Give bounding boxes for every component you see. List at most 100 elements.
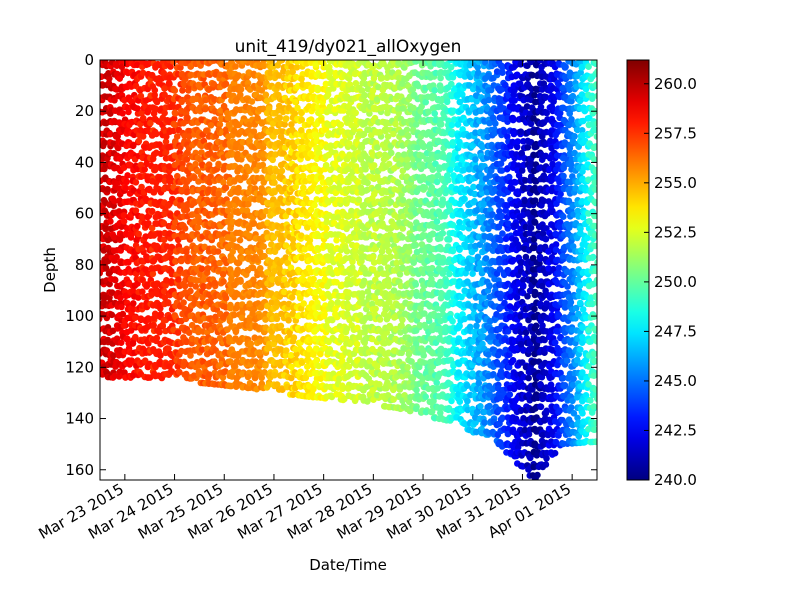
scatter-point xyxy=(352,109,360,117)
scatter-point xyxy=(130,288,137,295)
scatter-point xyxy=(105,270,113,277)
scatter-point xyxy=(411,242,419,249)
scatter-point xyxy=(125,161,133,168)
scatter-point xyxy=(222,294,230,302)
scatter-point xyxy=(183,206,191,214)
scatter-point xyxy=(110,233,118,241)
scatter-point xyxy=(180,299,187,306)
scatter-point xyxy=(369,253,377,261)
scatter-point xyxy=(405,350,413,358)
scatter-point xyxy=(248,98,256,105)
scatter-point xyxy=(317,350,324,358)
scatter-point xyxy=(102,264,110,272)
scatter-point xyxy=(107,218,114,225)
scatter-point xyxy=(187,352,194,359)
scatter-point xyxy=(110,117,118,125)
scatter-point xyxy=(175,276,182,283)
scatter-point xyxy=(246,300,253,308)
scatter-point xyxy=(277,322,285,330)
scatter-point xyxy=(181,282,189,290)
scatter-point xyxy=(413,386,420,394)
scatter-point xyxy=(130,300,137,307)
scatter-point xyxy=(395,60,402,67)
scatter-point xyxy=(282,115,290,122)
scatter-point xyxy=(271,371,278,379)
scatter-point xyxy=(385,247,393,255)
scatter-point xyxy=(386,322,394,330)
scatter-point xyxy=(249,310,256,317)
scatter-point xyxy=(241,174,248,181)
scatter-point xyxy=(383,304,391,312)
scatter-point xyxy=(271,179,278,186)
scatter-point xyxy=(116,155,124,162)
scatter-point xyxy=(132,179,140,186)
scatter-point xyxy=(101,139,108,147)
scatter-point xyxy=(237,278,244,285)
scatter-point xyxy=(166,143,173,151)
scatter-point xyxy=(282,347,290,354)
scatter-point xyxy=(420,232,428,239)
scatter-point xyxy=(323,225,330,232)
scatter-point xyxy=(221,184,229,191)
scatter-point xyxy=(285,317,292,324)
scatter-point xyxy=(276,114,284,121)
scatter-point xyxy=(300,300,308,307)
scatter-point xyxy=(165,79,173,87)
scatter-point xyxy=(153,334,161,342)
scatter-point xyxy=(106,280,113,288)
scatter-point xyxy=(399,234,406,241)
scatter-point xyxy=(372,305,379,313)
scatter-point xyxy=(118,303,125,311)
scatter-point xyxy=(111,276,118,283)
scatter-point xyxy=(412,281,420,288)
scatter-point xyxy=(370,162,378,169)
scatter-point xyxy=(215,190,222,198)
scatter-point xyxy=(157,311,165,318)
scatter-point xyxy=(358,144,366,151)
chart-title: unit_419/dy021_allOxygen xyxy=(235,37,462,57)
scatter-point xyxy=(404,364,411,371)
scatter-point xyxy=(344,310,351,318)
scatter-point xyxy=(257,265,264,272)
scatter-point xyxy=(273,315,281,323)
scatter-point xyxy=(120,322,128,329)
scatter-point xyxy=(164,202,172,209)
scatter-point xyxy=(374,144,381,151)
scatter-point xyxy=(211,279,219,287)
scatter-point xyxy=(123,178,130,186)
scatter-point xyxy=(376,381,383,388)
scatter-point xyxy=(399,316,406,324)
scatter-point xyxy=(152,96,159,104)
scatter-point xyxy=(288,374,295,382)
scatter-point xyxy=(343,248,351,255)
scatter-point xyxy=(153,130,160,138)
scatter-point xyxy=(124,258,131,266)
scatter-point xyxy=(334,299,342,306)
scatter-point xyxy=(385,282,393,290)
scatter-point xyxy=(290,334,298,341)
scatter-point xyxy=(110,352,117,359)
scatter-point xyxy=(355,196,363,203)
scatter-point xyxy=(376,316,384,323)
scatter-point xyxy=(128,357,135,364)
scatter-point xyxy=(359,264,367,271)
scatter-point xyxy=(187,287,194,295)
scatter-point xyxy=(117,339,125,347)
scatter-point xyxy=(101,294,108,302)
scatter-point xyxy=(353,340,361,348)
scatter-point xyxy=(385,254,393,261)
scatter-point xyxy=(116,75,123,82)
scatter-point xyxy=(148,207,156,215)
scatter-point xyxy=(387,149,395,157)
scatter-point xyxy=(143,283,150,290)
scatter-point xyxy=(151,86,159,94)
scatter-point xyxy=(291,98,299,106)
scatter-point xyxy=(358,293,366,301)
scatter-point xyxy=(278,167,286,175)
scatter-point xyxy=(117,294,124,302)
scatter-point xyxy=(108,289,116,296)
scatter-point xyxy=(247,340,255,348)
scatter-point xyxy=(254,114,261,122)
scatter-point xyxy=(135,230,142,238)
